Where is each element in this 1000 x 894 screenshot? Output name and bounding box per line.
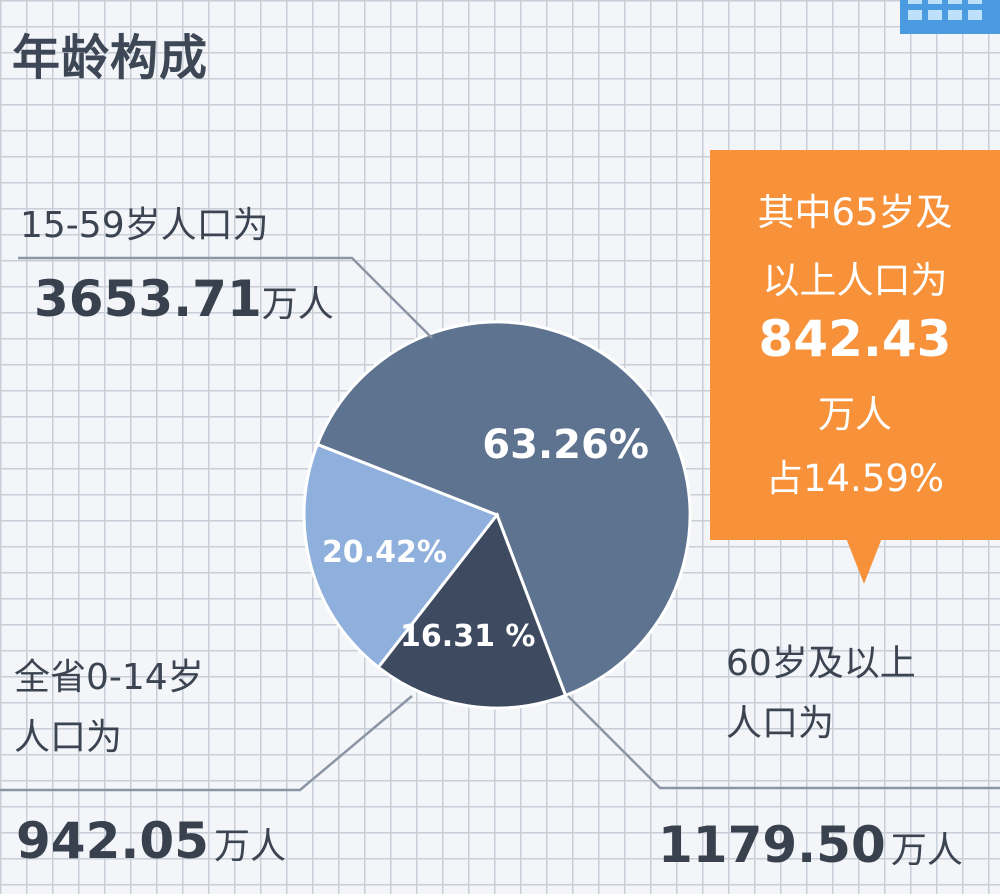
label-0-14-unit: 万人 <box>214 826 287 867</box>
label-60-plus-line1: 60岁及以上 <box>726 643 916 684</box>
label-15-59-value: 3653.71 <box>34 270 262 328</box>
callout-line1: 其中65岁及 <box>757 191 953 234</box>
label-15-59-value-group: 3653.71万人 <box>34 270 334 328</box>
label-0-14-line1: 全省0-14岁 <box>14 657 204 698</box>
label-60-plus-line2: 人口为 <box>726 703 835 744</box>
leader-line-60-plus <box>567 695 1000 790</box>
callout-pointer <box>846 538 882 584</box>
label-60-plus-value: 1179.50 <box>658 816 886 874</box>
pie-slice-age-15-59 <box>315 320 692 698</box>
pie-slice-label-age-15-59: 63.26% <box>482 422 649 468</box>
label-15-59-text: 15-59岁人口为 <box>20 205 269 246</box>
pie-slice-label-age-0-14: 16.31 % <box>400 619 535 654</box>
label-0-14-value-group: 942.05 万人 <box>16 812 286 870</box>
label-0-14-line2: 人口为 <box>14 717 123 758</box>
label-60-plus-unit: 万人 <box>890 830 963 871</box>
leader-line-0-14 <box>0 695 413 792</box>
callout-line2: 以上人口为 <box>762 259 948 302</box>
pie-slice-age-60-plus <box>302 442 500 670</box>
callout-box <box>710 150 1000 540</box>
leader-line-15-59 <box>18 256 433 339</box>
callout-unit: 万人 <box>818 393 892 436</box>
pie-slice-age-0-14 <box>376 511 568 710</box>
label-60-plus-value-group: 1179.50 万人 <box>658 816 963 874</box>
label-0-14-value: 942.05 <box>16 812 209 870</box>
pie-slice-label-age-60-plus: 20.42% <box>322 535 447 570</box>
chart-title: 年龄构成 <box>12 30 209 86</box>
building-decoration-icon <box>900 0 1000 34</box>
callout-value: 842.43 <box>758 310 952 368</box>
label-15-59-unit: 万人 <box>261 284 334 325</box>
callout-share: 占14.59% <box>765 457 945 500</box>
